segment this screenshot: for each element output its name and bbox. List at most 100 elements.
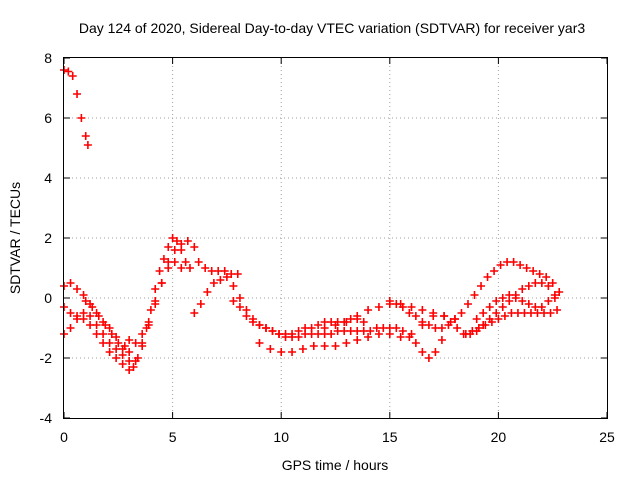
data-point bbox=[542, 273, 551, 281]
data-point bbox=[112, 333, 121, 341]
data-point bbox=[470, 291, 479, 299]
data-point bbox=[138, 330, 147, 338]
data-point bbox=[327, 330, 336, 338]
series-track-2 bbox=[60, 234, 194, 371]
data-point bbox=[494, 315, 503, 323]
data-point bbox=[450, 315, 459, 323]
data-point bbox=[353, 312, 362, 320]
data-point bbox=[496, 261, 505, 269]
data-point bbox=[73, 285, 82, 293]
data-point bbox=[159, 255, 168, 263]
data-point bbox=[181, 258, 190, 266]
data-point bbox=[385, 297, 394, 305]
x-tick-label: 5 bbox=[169, 429, 177, 445]
data-point bbox=[396, 333, 405, 341]
data-point bbox=[309, 342, 318, 350]
data-point bbox=[320, 342, 329, 350]
data-point bbox=[125, 336, 134, 344]
series-track-8 bbox=[229, 297, 446, 362]
data-point bbox=[474, 324, 483, 332]
data-point bbox=[546, 309, 555, 317]
data-point bbox=[440, 312, 449, 320]
data-point bbox=[320, 324, 329, 332]
data-point bbox=[261, 324, 270, 332]
data-point bbox=[125, 348, 134, 356]
data-point bbox=[77, 114, 86, 122]
y-tick-label: 2 bbox=[44, 230, 52, 246]
data-point bbox=[407, 303, 416, 311]
data-point bbox=[505, 291, 514, 299]
data-point bbox=[294, 333, 303, 341]
data-point bbox=[490, 267, 499, 275]
data-point bbox=[220, 267, 229, 275]
data-point bbox=[266, 345, 275, 353]
data-point bbox=[255, 339, 264, 347]
y-tick-label: 6 bbox=[44, 110, 52, 126]
data-point bbox=[468, 327, 477, 335]
data-point bbox=[248, 318, 257, 326]
data-point bbox=[524, 300, 533, 308]
data-point bbox=[79, 309, 88, 317]
axis-ticks: 0 5 10 15 20 25 -4 -2 0 2 4 6 8 bbox=[40, 50, 615, 445]
data-point bbox=[374, 303, 383, 311]
data-point bbox=[177, 240, 186, 248]
data-point bbox=[222, 273, 231, 281]
x-tick-label: 20 bbox=[491, 429, 507, 445]
series-track-6 bbox=[190, 273, 368, 338]
data-point bbox=[68, 72, 77, 80]
data-point bbox=[535, 270, 544, 278]
data-point bbox=[131, 339, 140, 347]
data-point bbox=[331, 342, 340, 350]
data-point bbox=[288, 348, 297, 356]
data-point bbox=[190, 243, 199, 251]
data-point bbox=[88, 303, 97, 311]
data-point bbox=[81, 297, 90, 305]
x-tick-label: 0 bbox=[60, 429, 68, 445]
data-point bbox=[79, 291, 88, 299]
data-point bbox=[185, 264, 194, 272]
x-axis-label: GPS time / hours bbox=[282, 457, 389, 473]
grid-layer bbox=[64, 58, 607, 418]
data-point bbox=[392, 300, 401, 308]
data-point bbox=[73, 315, 82, 323]
data-point bbox=[155, 267, 164, 275]
data-point bbox=[405, 309, 414, 317]
y-tick-label: 0 bbox=[44, 290, 52, 306]
y-tick-label: 4 bbox=[44, 170, 52, 186]
data-point bbox=[418, 348, 427, 356]
y-tick-label: 8 bbox=[44, 50, 52, 66]
data-point bbox=[411, 339, 420, 347]
data-point bbox=[392, 324, 401, 332]
data-point bbox=[201, 264, 210, 272]
data-point bbox=[509, 258, 518, 266]
data-point bbox=[73, 90, 82, 98]
data-point bbox=[537, 279, 546, 287]
data-point bbox=[424, 321, 433, 329]
series-track-1 bbox=[60, 66, 92, 149]
data-point bbox=[359, 318, 368, 326]
data-point bbox=[120, 342, 129, 350]
data-point bbox=[544, 297, 553, 305]
data-point bbox=[516, 261, 525, 269]
data-point bbox=[203, 288, 212, 296]
data-point bbox=[518, 285, 527, 293]
data-point bbox=[472, 315, 481, 323]
data-point bbox=[118, 351, 127, 359]
data-point bbox=[463, 300, 472, 308]
data-point bbox=[86, 312, 95, 320]
data-point bbox=[342, 318, 351, 326]
data-point bbox=[216, 276, 225, 284]
data-point bbox=[537, 303, 546, 311]
data-point bbox=[364, 333, 373, 341]
data-point bbox=[498, 294, 507, 302]
data-point bbox=[177, 264, 186, 272]
data-point bbox=[461, 330, 470, 338]
data-point bbox=[437, 336, 446, 344]
y-tick-label: -4 bbox=[40, 410, 53, 426]
data-point bbox=[477, 282, 486, 290]
data-point bbox=[411, 312, 420, 320]
data-point bbox=[172, 237, 181, 245]
data-point bbox=[374, 330, 383, 338]
data-point bbox=[342, 339, 351, 347]
data-point bbox=[83, 141, 92, 149]
